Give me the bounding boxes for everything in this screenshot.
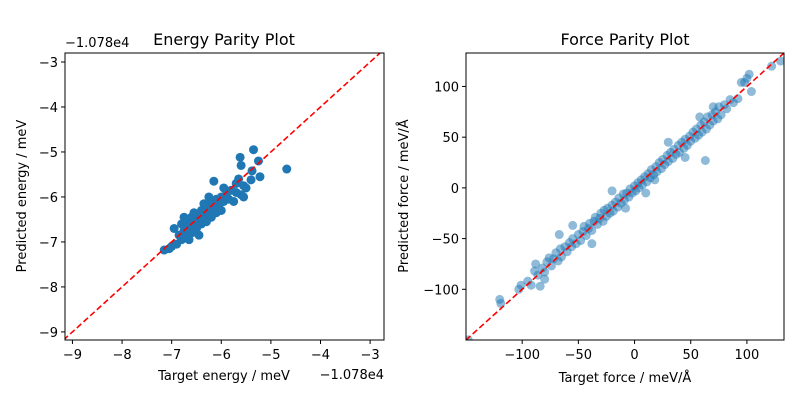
energy-y-tick-label: −8 (39, 281, 58, 296)
energy-y-tick-label: −7 (39, 236, 58, 251)
energy-x-tick-label: −3 (361, 348, 380, 363)
force-data-point (546, 261, 556, 271)
energy-data-point (282, 164, 292, 174)
force-data-point (621, 203, 631, 213)
force-data-point (587, 239, 597, 249)
energy-data-point (184, 235, 194, 245)
force-data-point (744, 69, 754, 79)
energy-data-point (255, 172, 265, 182)
energy-data-point (219, 183, 229, 193)
energy-data-point (234, 174, 244, 184)
force-x-tick-label: 50 (682, 348, 699, 363)
energy-parity-line (65, 53, 382, 340)
force-data-point (540, 274, 550, 284)
force-axes-frame (465, 52, 785, 341)
force-points (466, 56, 784, 340)
energy-y-tick-label: −9 (39, 326, 58, 341)
energy-y-tick-label: −4 (39, 101, 58, 116)
energy-x-axis-label: Target energy / meV (157, 369, 290, 384)
energy-data-point (209, 176, 219, 186)
energy-x-tick-label: −7 (162, 348, 181, 363)
force-data-point (680, 152, 690, 162)
energy-data-point (204, 192, 214, 202)
energy-x-tick-label: −5 (261, 348, 280, 363)
force-x-tick-label: 0 (630, 348, 638, 363)
force-chart-title: Force Parity Plot (560, 30, 689, 49)
force-data-point (746, 87, 756, 97)
force-y-tick-label: 0 (451, 182, 459, 197)
energy-data-point (169, 223, 179, 233)
force-data-point (695, 112, 705, 122)
force-data-point (663, 137, 673, 147)
energy-y-tick-label: −3 (39, 56, 58, 71)
force-data-point (554, 230, 564, 240)
energy-x-tick-label: −6 (212, 348, 231, 363)
force-x-tick-label: −50 (565, 348, 592, 363)
energy-data-point (249, 145, 259, 155)
force-y-tick-label: 100 (434, 80, 459, 95)
energy-x-tick-label: −9 (63, 348, 82, 363)
force-parity-line (466, 53, 784, 340)
force-x-tick-label: 100 (735, 348, 760, 363)
energy-data-point (199, 199, 209, 209)
energy-x-tick-label: −8 (112, 348, 131, 363)
force-y-tick-label: −100 (423, 283, 459, 298)
force-data-point (540, 267, 550, 277)
force-parity-axes: Force Parity Plot Target force / meV/Å P… (396, 30, 785, 386)
energy-data-point (179, 212, 189, 222)
force-data-point (526, 280, 536, 290)
energy-data-point (247, 166, 257, 176)
force-data-point (722, 104, 732, 114)
force-data-point (700, 155, 710, 165)
force-x-axis-label: Target force / meV/Å (558, 370, 692, 386)
energy-data-point (194, 230, 204, 240)
energy-points (159, 145, 292, 255)
energy-x-tick-label: −4 (311, 348, 330, 363)
force-data-point (708, 102, 718, 112)
energy-parity-axes: Energy Parity Plot Target energy / meV P… (15, 30, 385, 384)
energy-data-point (253, 156, 263, 166)
energy-data-point (189, 208, 199, 218)
energy-y-axis-label: Predicted energy / meV (15, 120, 30, 273)
energy-y-offset-label: −1.078e4 (65, 36, 129, 51)
force-data-point (535, 281, 545, 291)
force-y-tick-label: −50 (432, 233, 459, 248)
force-data-point (767, 61, 777, 71)
force-data-point (607, 186, 617, 196)
energy-y-tick-label: −6 (39, 191, 58, 206)
force-x-tick-label: −100 (504, 348, 540, 363)
force-data-point (568, 220, 578, 230)
energy-data-point (229, 196, 239, 206)
force-data-point (776, 56, 784, 66)
energy-y-tick-label: −5 (39, 146, 58, 161)
energy-data-point (239, 192, 249, 202)
energy-x-offset-label: −1.078e4 (320, 368, 384, 383)
force-y-tick-label: 50 (442, 131, 459, 146)
energy-data-point (216, 205, 226, 215)
energy-data-point (235, 152, 245, 162)
energy-data-point (236, 160, 246, 170)
force-data-point (531, 259, 541, 269)
energy-data-point (241, 183, 251, 193)
force-y-axis-label: Predicted force / meV/Å (396, 119, 412, 272)
force-data-point (650, 175, 660, 185)
force-data-point (641, 188, 651, 198)
energy-data-point (246, 175, 256, 185)
energy-chart-title: Energy Parity Plot (153, 30, 295, 49)
force-data-point (716, 110, 726, 120)
